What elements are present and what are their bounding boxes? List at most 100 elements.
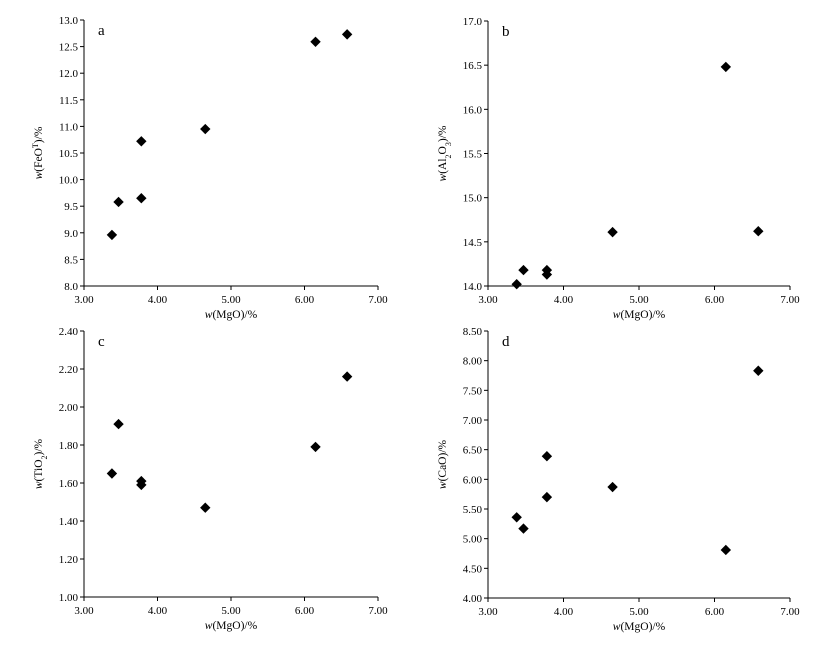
x-tick-label: 4.00 <box>554 294 574 306</box>
panel-label: b <box>502 24 510 40</box>
data-point <box>341 371 353 382</box>
x-tick-label: 3.00 <box>478 294 498 306</box>
data-point <box>720 61 732 73</box>
data-point <box>200 123 211 135</box>
data-point <box>310 36 321 48</box>
data-point <box>607 481 618 493</box>
data-point <box>518 264 529 276</box>
data-point <box>106 229 118 241</box>
y-tick-label: 13.0 <box>59 15 79 27</box>
data-point <box>113 196 124 208</box>
x-tick-label: 5.00 <box>221 294 241 306</box>
y-tick-label: 1.40 <box>59 516 79 528</box>
data-point <box>113 418 124 430</box>
x-axis-label: w(MgO)/% <box>613 621 666 633</box>
y-tick-label: 6.00 <box>463 474 483 486</box>
x-tick-label: 4.00 <box>148 294 168 306</box>
y-tick-label: 16.0 <box>463 104 483 116</box>
y-tick-label: 12.0 <box>59 68 79 80</box>
y-tick-label: 10.5 <box>59 148 79 160</box>
x-tick-label: 5.00 <box>629 294 649 306</box>
y-tick-label: 8.00 <box>463 356 483 368</box>
data-point <box>511 279 522 290</box>
panel-label: c <box>98 334 105 350</box>
x-tick-label: 5.00 <box>629 606 649 618</box>
y-tick-label: 15.0 <box>463 193 483 205</box>
y-axis-label: w(CaO)/% <box>437 439 449 489</box>
x-axis-label: w(MgO)/% <box>205 620 258 632</box>
y-tick-label: 1.20 <box>59 554 79 566</box>
x-tick-label: 5.00 <box>221 605 241 617</box>
y-tick-label: 8.50 <box>463 326 483 338</box>
x-tick-label: 6.00 <box>295 605 315 617</box>
y-axis-label: w(Al2O3)/% <box>437 125 453 181</box>
y-tick-label: 8.5 <box>64 254 78 266</box>
data-point <box>106 468 118 479</box>
x-tick-label: 6.00 <box>295 294 315 306</box>
y-tick-label: 1.00 <box>59 592 79 604</box>
data-point <box>518 523 529 534</box>
data-point <box>541 491 553 503</box>
y-tick-label: 12.5 <box>59 42 79 54</box>
data-point <box>753 365 764 376</box>
y-tick-label: 16.5 <box>463 60 483 72</box>
data-point <box>136 136 147 147</box>
x-tick-label: 3.00 <box>478 606 498 618</box>
panel-label: a <box>98 23 105 39</box>
y-tick-label: 8.0 <box>64 281 78 293</box>
y-tick-label: 15.5 <box>463 149 483 161</box>
y-tick-label: 2.20 <box>59 364 79 376</box>
y-tick-label: 17.0 <box>463 16 483 28</box>
data-point <box>607 226 618 238</box>
x-tick-label: 7.00 <box>368 605 388 617</box>
data-point <box>541 264 553 276</box>
y-tick-label: 9.0 <box>64 228 78 240</box>
data-point <box>200 502 211 513</box>
data-point <box>341 29 353 40</box>
x-tick-label: 3.00 <box>74 605 94 617</box>
y-tick-label: 4.50 <box>463 563 483 575</box>
data-point <box>310 441 321 453</box>
x-tick-label: 7.00 <box>368 294 388 306</box>
x-tick-label: 3.00 <box>74 294 94 306</box>
y-tick-label: 4.00 <box>463 593 483 605</box>
panel-a: 8.0 8.5 9.0 9.5 10.0 10.5 11.0 11.5 12.0 12.5 13.0… <box>31 15 389 321</box>
data-point <box>511 512 522 523</box>
y-tick-label: 7.50 <box>463 385 483 397</box>
y-tick-label: 10.0 <box>59 175 79 187</box>
x-tick-label: 7.00 <box>780 294 800 306</box>
panel-b: 14.0 14.5 15.0 15.5 16.0 16.5 17.0 3.00 4.00 5.00… <box>437 16 800 321</box>
y-tick-label: 5.50 <box>463 504 483 516</box>
panel-c: 1.00 1.20 1.40 1.60 1.80 2.00 2.20 2.40 3.00 4.00… <box>33 326 388 632</box>
x-tick-label: 6.00 <box>705 294 725 306</box>
y-tick-label: 5.00 <box>463 534 483 546</box>
y-tick-label: 1.80 <box>59 440 79 452</box>
y-tick-label: 7.00 <box>463 415 483 427</box>
x-axis-label: w(MgO)/% <box>205 309 258 321</box>
y-tick-label: 2.00 <box>59 402 79 414</box>
x-tick-label: 4.00 <box>554 606 574 618</box>
data-point <box>541 450 553 462</box>
data-point <box>136 479 147 491</box>
y-tick-label: 14.5 <box>463 237 483 249</box>
panel-label: d <box>502 334 510 350</box>
x-axis-label: w(MgO)/% <box>613 309 666 321</box>
data-point <box>753 226 764 237</box>
panel-d: 4.00 4.50 5.00 5.50 6.00 6.50 7.00 7.50 8.00 8.50… <box>437 326 800 633</box>
y-tick-label: 6.50 <box>463 445 483 457</box>
data-point <box>136 193 147 204</box>
data-point <box>720 544 732 556</box>
y-axis-label: w(TiO2)/% <box>33 438 49 489</box>
x-tick-label: 4.00 <box>148 605 168 617</box>
y-tick-label: 11.0 <box>59 121 78 133</box>
y-axis-label: w(FeOT)/% <box>31 126 46 179</box>
y-tick-label: 2.40 <box>59 326 79 338</box>
x-tick-label: 6.00 <box>705 606 725 618</box>
x-tick-label: 7.00 <box>780 606 800 618</box>
y-tick-label: 1.60 <box>59 478 79 490</box>
y-tick-label: 11.5 <box>59 95 78 107</box>
y-tick-label: 14.0 <box>463 281 483 293</box>
y-tick-label: 9.5 <box>64 201 78 213</box>
